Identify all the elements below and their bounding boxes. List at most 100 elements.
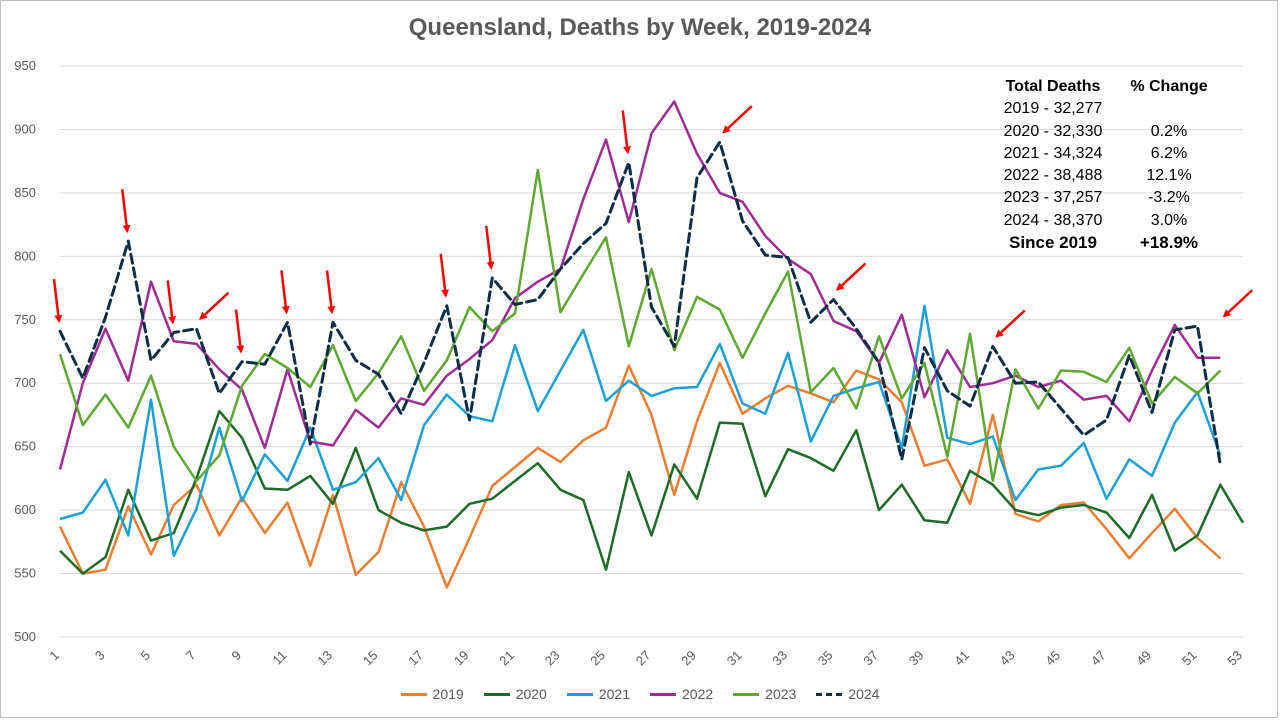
legend-item-2023: 2023: [733, 686, 796, 702]
legend-swatch: [650, 692, 676, 696]
x-tick-label: 25: [587, 648, 608, 669]
y-tick-label: 650: [14, 439, 36, 454]
legend-item-2024: 2024: [816, 686, 879, 702]
x-tick-label: 31: [724, 648, 745, 669]
totals-row-2023: 2023 - 37,257 -3.2%: [992, 187, 1224, 209]
annotation-arrows: [52, 105, 1254, 354]
since-2019-label: Since 2019: [1009, 233, 1097, 253]
header-total-deaths: Total Deaths: [1005, 78, 1101, 95]
y-axis-ticks: 500 550 600 650 700 750 800 850 900 950: [14, 58, 36, 644]
x-tick-label: 1: [46, 648, 62, 664]
x-tick-label: 41: [951, 648, 972, 669]
total-2021: 2021 - 34,324: [1003, 144, 1103, 162]
annotation-arrow: [485, 225, 495, 270]
annotation-arrow: [199, 291, 230, 321]
annotation-arrow: [439, 253, 450, 298]
legend-item-2019: 2019: [400, 686, 464, 702]
annotation-arrow: [836, 262, 867, 291]
legend-swatch: [733, 692, 760, 696]
legend-label: 2020: [515, 686, 547, 702]
annotation-arrow: [166, 280, 177, 325]
annotation-arrow: [621, 110, 632, 155]
totals-row-2020: 2020 - 32,330 0.2%: [992, 121, 1224, 143]
x-tick-label: 21: [496, 648, 517, 669]
x-tick-label: 3: [92, 648, 108, 664]
totals-table-header: Total Deaths % Change: [992, 76, 1224, 98]
change-2021: 6.2%: [1150, 144, 1188, 162]
y-tick-label: 550: [14, 566, 36, 581]
totals-row-since-2019: Since 2019 +18.9%: [992, 232, 1224, 254]
totals-row-2024: 2024 - 38,370 3.0%: [992, 210, 1224, 232]
totals-row-2021: 2021 - 34,324 6.2%: [992, 143, 1224, 165]
annotation-arrow: [121, 188, 131, 234]
x-tick-label: 49: [1133, 648, 1154, 669]
x-tick-label: 23: [542, 648, 563, 669]
y-tick-label: 950: [14, 58, 36, 73]
x-tick-label: 53: [1224, 648, 1245, 669]
legend: 2019 2020 2021 2022 2023 2024: [0, 686, 1280, 702]
x-tick-label: 19: [451, 648, 472, 669]
x-tick-label: 37: [860, 648, 881, 669]
legend-item-2022: 2022: [650, 686, 713, 702]
x-tick-label: 47: [1088, 648, 1109, 669]
x-tick-label: 27: [633, 648, 654, 669]
series-line-2024: [58, 140, 1222, 466]
since-2019-change: +18.9%: [1139, 233, 1199, 253]
total-2019: 2019 - 32,277: [1003, 100, 1103, 118]
legend-label: 2021: [598, 686, 630, 702]
legend-label: 2022: [682, 686, 714, 702]
y-tick-label: 850: [14, 185, 36, 200]
total-2020: 2020 - 32,330: [1003, 122, 1103, 140]
annotation-arrow: [280, 270, 290, 315]
y-tick-label: 800: [14, 248, 36, 263]
annotation-arrow: [52, 279, 63, 324]
x-tick-label: 43: [997, 648, 1018, 669]
legend-item-2021: 2021: [566, 686, 630, 702]
legend-swatch: [566, 692, 593, 696]
gridlines: [60, 65, 1243, 638]
legend-label: 2023: [765, 686, 797, 702]
series-line-2023: [58, 168, 1222, 483]
legend-item-2020: 2020: [483, 686, 547, 702]
y-tick-label: 500: [14, 629, 36, 644]
legend-label: 2024: [848, 686, 880, 702]
annotation-arrow: [995, 309, 1026, 338]
x-tick-label: 51: [1179, 648, 1200, 669]
total-2023: 2023 - 37,257: [1003, 189, 1103, 207]
change-2019: [1114, 98, 1224, 120]
change-2022: 12.1%: [1146, 167, 1192, 185]
x-tick-label: 5: [137, 648, 153, 664]
totals-table: Total Deaths % Change 2019 - 32,277 2020…: [992, 76, 1224, 254]
change-2023: -3.2%: [1148, 189, 1190, 207]
totals-row-2019: 2019 - 32,277: [992, 98, 1224, 120]
change-2020: 0.2%: [1150, 122, 1188, 140]
series-line-2019: [58, 361, 1222, 589]
x-tick-label: 35: [815, 648, 836, 669]
y-tick-label: 900: [14, 121, 36, 136]
total-2024: 2024 - 38,370: [1003, 211, 1103, 229]
header-percent-change: % Change: [1130, 78, 1208, 95]
x-tick-label: 15: [360, 648, 381, 669]
annotation-arrow: [325, 270, 336, 315]
series-line-2020: [59, 409, 1245, 575]
legend-label: 2019: [432, 686, 464, 702]
y-tick-label: 700: [14, 375, 36, 390]
change-2024: 3.0%: [1150, 211, 1188, 229]
x-axis-ticks: 1 3 5 7 9 11 13 15 17 19 21 23 25 27 29 31 33 35 37 39 41 43 4…: [46, 648, 1245, 669]
annotation-arrow: [1222, 289, 1254, 318]
y-tick-label: 750: [14, 312, 36, 327]
x-tick-label: 17: [405, 648, 426, 669]
x-tick-label: 39: [906, 648, 927, 669]
annotation-arrow: [234, 309, 245, 354]
x-tick-label: 13: [314, 648, 335, 669]
x-tick-label: 7: [183, 648, 199, 664]
series-line-2021: [59, 304, 1222, 558]
x-tick-label: 29: [678, 648, 699, 669]
x-tick-label: 11: [269, 648, 289, 668]
x-tick-label: 33: [769, 648, 790, 669]
totals-row-2022: 2022 - 38,488 12.1%: [992, 165, 1224, 187]
chart-title: Queensland, Deaths by Week, 2019-2024: [408, 14, 872, 41]
legend-swatch: [400, 692, 427, 696]
